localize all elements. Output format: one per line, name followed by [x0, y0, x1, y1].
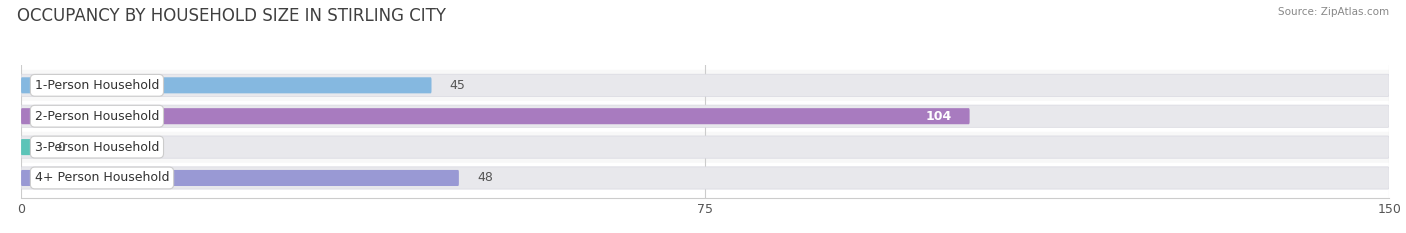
Bar: [21, 132, 1389, 163]
Text: Source: ZipAtlas.com: Source: ZipAtlas.com: [1278, 7, 1389, 17]
FancyBboxPatch shape: [21, 105, 1389, 127]
FancyBboxPatch shape: [21, 136, 1389, 158]
FancyBboxPatch shape: [21, 74, 1389, 96]
Text: OCCUPANCY BY HOUSEHOLD SIZE IN STIRLING CITY: OCCUPANCY BY HOUSEHOLD SIZE IN STIRLING …: [17, 7, 446, 25]
FancyBboxPatch shape: [21, 77, 432, 93]
FancyBboxPatch shape: [21, 167, 1389, 189]
Bar: [21, 101, 1389, 132]
FancyBboxPatch shape: [21, 139, 35, 155]
Bar: [21, 70, 1389, 101]
FancyBboxPatch shape: [21, 108, 970, 124]
Text: 0: 0: [58, 140, 66, 154]
Text: 45: 45: [450, 79, 465, 92]
Text: 1-Person Household: 1-Person Household: [35, 79, 159, 92]
Text: 4+ Person Household: 4+ Person Household: [35, 171, 169, 185]
Text: 48: 48: [477, 171, 494, 185]
Text: 3-Person Household: 3-Person Household: [35, 140, 159, 154]
Text: 2-Person Household: 2-Person Household: [35, 110, 159, 123]
FancyBboxPatch shape: [21, 170, 458, 186]
Text: 104: 104: [925, 110, 952, 123]
Bar: [21, 163, 1389, 193]
